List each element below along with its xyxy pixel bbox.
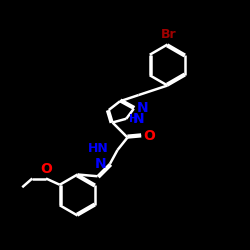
Text: HN: HN xyxy=(88,142,109,155)
Text: N: N xyxy=(94,157,106,171)
Text: N: N xyxy=(137,100,148,114)
Text: H: H xyxy=(129,114,138,124)
Text: N: N xyxy=(133,112,145,126)
Text: Br: Br xyxy=(161,28,176,41)
Text: O: O xyxy=(40,162,52,176)
Text: O: O xyxy=(144,129,156,143)
